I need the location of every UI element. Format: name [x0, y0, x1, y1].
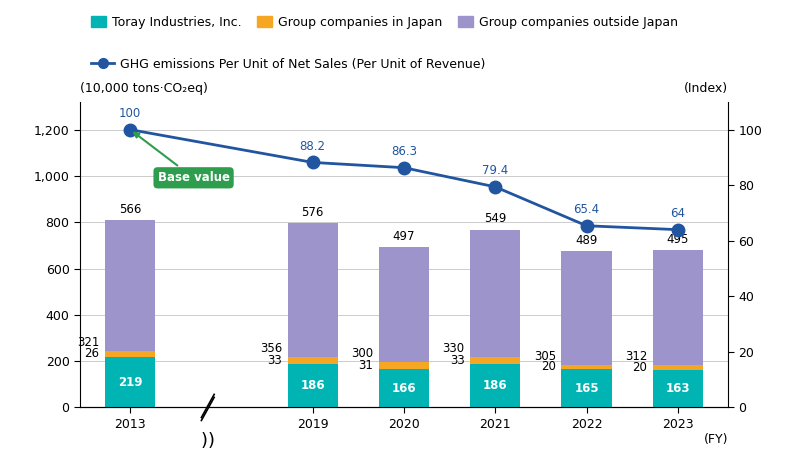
Text: 33: 33 [450, 354, 465, 367]
Text: 65.4: 65.4 [574, 203, 599, 216]
Bar [105, 220, 155, 351]
Text: 88.2: 88.2 [300, 140, 326, 153]
Text: 186: 186 [301, 379, 325, 393]
Text: 300: 300 [351, 347, 374, 360]
Text: 186: 186 [483, 379, 507, 393]
Bar [288, 364, 338, 407]
Text: ): ) [201, 432, 208, 450]
Bar [653, 250, 703, 365]
Text: Base value: Base value [134, 133, 230, 184]
Text: 33: 33 [267, 354, 282, 367]
Bar [562, 251, 612, 365]
Legend: Toray Industries, Inc., Group companies in Japan, Group companies outside Japan: Toray Industries, Inc., Group companies … [86, 11, 683, 34]
Text: 305: 305 [534, 350, 556, 363]
Text: 100: 100 [119, 107, 142, 120]
Text: (FY): (FY) [703, 433, 728, 446]
Bar [105, 351, 155, 357]
Text: 31: 31 [358, 359, 374, 372]
Text: 489: 489 [575, 234, 598, 247]
Text: 165: 165 [574, 382, 599, 395]
Text: (Index): (Index) [684, 82, 728, 95]
Bar [653, 365, 703, 369]
Bar [379, 247, 429, 362]
Text: 330: 330 [442, 342, 465, 355]
Text: (10,000 tons·CO₂eq): (10,000 tons·CO₂eq) [80, 82, 208, 95]
Bar [105, 357, 155, 407]
Bar [470, 230, 520, 357]
Bar [288, 224, 338, 357]
Bar [470, 357, 520, 364]
Text: ): ) [208, 432, 215, 450]
Text: 566: 566 [119, 202, 142, 215]
Text: 86.3: 86.3 [391, 145, 417, 158]
Text: 549: 549 [484, 213, 506, 225]
Text: 64: 64 [670, 207, 686, 220]
Text: 497: 497 [393, 230, 415, 243]
Text: 166: 166 [392, 382, 416, 395]
Bar [379, 369, 429, 407]
Text: 312: 312 [625, 350, 647, 363]
Legend: GHG emissions Per Unit of Net Sales (Per Unit of Revenue): GHG emissions Per Unit of Net Sales (Per… [86, 52, 490, 75]
Text: 321: 321 [78, 336, 100, 349]
Text: 79.4: 79.4 [482, 164, 508, 177]
Text: 20: 20 [541, 360, 556, 374]
Text: 219: 219 [118, 375, 142, 388]
Text: 495: 495 [666, 233, 689, 246]
Bar [562, 365, 612, 369]
Text: 163: 163 [666, 382, 690, 395]
Text: 356: 356 [260, 342, 282, 355]
Bar [562, 369, 612, 407]
Bar [379, 362, 429, 369]
Bar [653, 369, 703, 407]
Text: 576: 576 [302, 206, 324, 219]
Bar [288, 357, 338, 364]
Text: 26: 26 [85, 347, 100, 360]
Text: 20: 20 [632, 361, 647, 374]
Bar [470, 364, 520, 407]
